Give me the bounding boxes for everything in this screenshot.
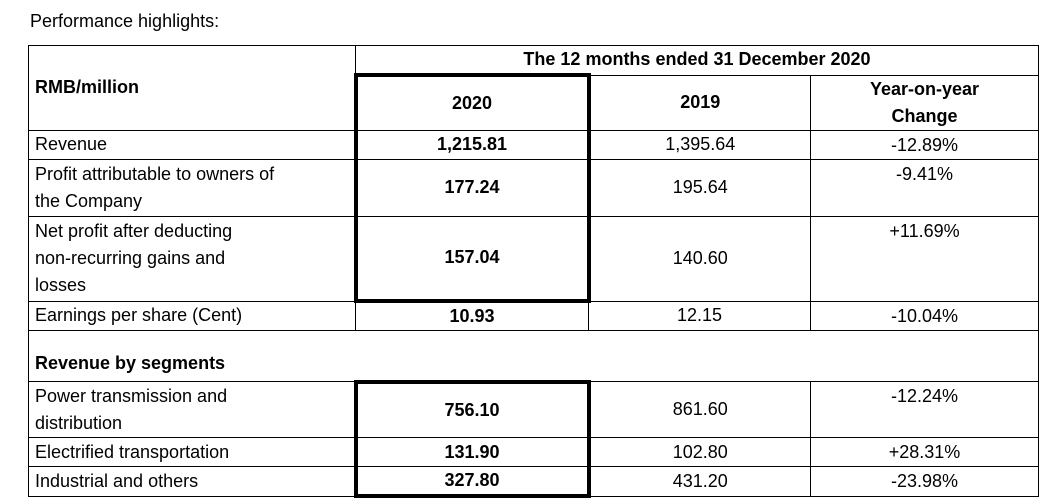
table-row-column-headers: 2020 2019 Year-on-year Change [29, 73, 1040, 131]
value-2020: 131.90 [353, 437, 591, 467]
value-2020: 327.80 [353, 466, 591, 498]
value-2020: 1,215.81 [353, 129, 591, 160]
value-2019: 861.60 [588, 381, 811, 438]
value-2019: 140.60 [588, 215, 811, 302]
table-row-industrial-others: Industrial and others 327.80 431.20 -23.… [28, 466, 1040, 498]
value-2020: 756.10 [353, 379, 591, 438]
period-header-cell: The 12 months ended 31 December 2020 [354, 45, 1040, 76]
row-label: Earnings per share (Cent) [28, 300, 356, 331]
value-2019: 1,395.64 [588, 129, 811, 160]
row-label: Electrified transportation [28, 437, 356, 467]
table-row-eps: Earnings per share (Cent) 10.93 12.15 -1… [28, 300, 1040, 331]
col-header-yoy: Year-on-year Change [809, 74, 1040, 131]
table-row-power-transmission: Power transmission and distribution 756.… [28, 379, 1040, 438]
row-label: Profit attributable to owners of the Com… [28, 158, 356, 217]
value-2019: 195.64 [588, 158, 811, 217]
table-row-electrified-transportation: Electrified transportation 131.90 102.80… [28, 437, 1040, 467]
col-header-2019: 2019 [588, 74, 811, 131]
value-2019: 431.20 [588, 466, 811, 497]
value-2020: 10.93 [355, 300, 589, 331]
row-label: Power transmission and distribution [28, 381, 356, 438]
table-row-net-profit: Net profit after deducting non-recurring… [28, 215, 1040, 303]
row-label: Net profit after deducting non-recurring… [28, 215, 356, 302]
unit-label-cell: RMB/million [28, 45, 356, 131]
table-row-profit-attributable: Profit attributable to owners of the Com… [28, 158, 1040, 217]
value-2020: 157.04 [353, 215, 591, 303]
value-yoy: -23.98% [809, 466, 1040, 497]
performance-table: RMB/million The 12 months ended 31 Decem… [27, 45, 1040, 498]
value-yoy: -12.89% [809, 129, 1040, 160]
table-row-revenue: Revenue 1,215.81 1,395.64 -12.89% [28, 129, 1040, 160]
section-header-cell: Revenue by segments [27, 330, 1040, 382]
value-yoy: +28.31% [809, 437, 1040, 467]
value-2019: 102.80 [588, 437, 811, 467]
value-2019: 12.15 [588, 300, 811, 331]
page-title: Performance highlights: [30, 11, 220, 31]
value-yoy: +11.69% [809, 215, 1040, 302]
value-yoy: -12.24% [809, 381, 1040, 438]
value-yoy: -10.04% [809, 300, 1040, 331]
value-2020: 177.24 [353, 158, 591, 217]
table-row-period-header: RMB/million The 12 months ended 31 Decem… [28, 45, 1040, 131]
col-header-2020: 2020 [353, 73, 591, 131]
row-label: Industrial and others [28, 466, 356, 497]
table-row-section-header: Revenue by segments [27, 330, 1040, 382]
row-label: Revenue [28, 129, 356, 160]
value-yoy: -9.41% [809, 158, 1040, 217]
